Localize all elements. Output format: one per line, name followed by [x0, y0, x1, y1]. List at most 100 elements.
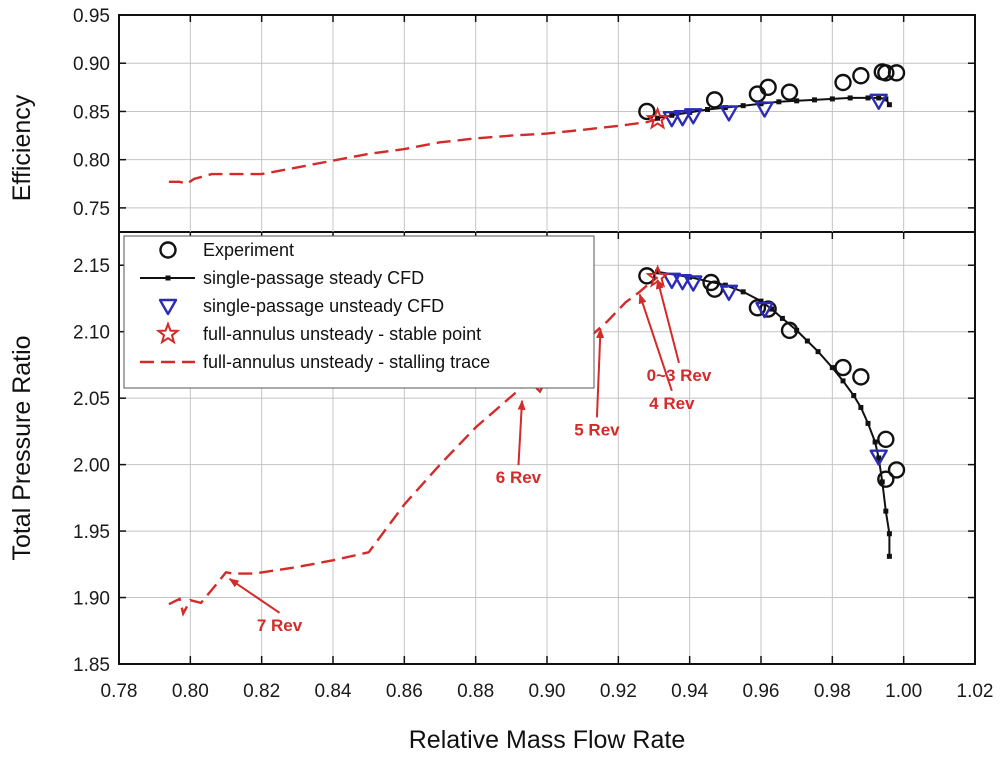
pressure-experiment-point [748, 299, 767, 317]
legend-box [123, 235, 595, 389]
pressure-experiment-point [834, 358, 852, 377]
pressure-experiment-point [887, 461, 906, 479]
pressure-steady-point [840, 378, 846, 384]
efficiency-steady-point [669, 112, 675, 118]
pressure-unsteady-point [719, 284, 739, 302]
y-tick-label: 0.90 [73, 54, 110, 75]
efficiency-experiment-point [780, 83, 799, 101]
pressure-steady-point [655, 269, 661, 275]
legend-label: single-passage steady CFD [203, 268, 424, 288]
pressure-steady-point [872, 439, 878, 445]
pressure-experiment-point [852, 368, 870, 386]
annotation-label: 6 Rev [496, 468, 542, 487]
pressure-experiment-point [877, 470, 895, 488]
annotation-label: 0~3 Rev [647, 366, 712, 385]
y-tick-label: 1.95 [73, 522, 110, 543]
pressure-experiment-point [780, 321, 799, 340]
pressure-steady-point [865, 420, 871, 426]
pressure-experiment-point [638, 267, 656, 285]
y-tick-label: 0.95 [73, 6, 110, 27]
x-tick-label: 1.02 [957, 681, 994, 702]
pressure-unsteady-point [662, 272, 682, 290]
y-axis-title-efficiency: Efficiency [8, 94, 36, 201]
pressure-unsteady-point [755, 301, 774, 319]
x-tick-label: 0.88 [457, 681, 494, 702]
efficiency-unsteady-point [755, 101, 774, 118]
annotation-label: 5 Rev [574, 420, 620, 439]
x-tick-label: 0.96 [743, 681, 780, 702]
efficiency-steady-point [876, 95, 882, 101]
x-tick-label: 1.00 [885, 681, 922, 702]
axis-layer: 0.78 0.80 0.82 0.84 0.86 0.88 0.90 0.92 0.94 0.96… [73, 6, 993, 702]
annotation-label: 4 Rev [649, 394, 695, 413]
x-tick-label: 0.98 [814, 681, 851, 702]
x-tick-label: 0.90 [529, 681, 566, 702]
y-tick-label: 2.15 [73, 256, 110, 277]
pressure-stalling-line [168, 276, 659, 617]
efficiency-experiment-point [852, 67, 870, 85]
pressure-steady-point [858, 404, 864, 410]
efficiency-steady-point [886, 102, 892, 108]
pressure-steady-point [740, 289, 746, 295]
annotation-arrow [638, 293, 673, 392]
x-tick-label: 0.92 [600, 681, 637, 702]
efficiency-stalling-line [168, 118, 658, 186]
legend-swatch [165, 275, 171, 281]
efficiency-unsteady-point [869, 93, 888, 111]
efficiency-experiment-point [834, 73, 852, 92]
efficiency-experiment-point [887, 64, 906, 82]
pressure-experiment-point [877, 430, 895, 449]
pressure-steady-point [804, 338, 810, 344]
efficiency-steady-point [740, 103, 746, 109]
legend-label: full-annulus unsteady - stalling trace [203, 352, 490, 372]
pressure-steady-point [769, 306, 775, 312]
pressure-steady-point [886, 531, 892, 537]
y-tick-label: 2.10 [73, 323, 110, 344]
y-tick-label: 2.00 [73, 456, 110, 477]
y-tick-label: 0.85 [73, 102, 110, 123]
y-tick-label: 1.85 [73, 655, 110, 676]
pressure-steady-point [883, 508, 889, 514]
y-tick-label: 0.80 [73, 151, 110, 172]
efficiency-experiment-point [705, 91, 724, 109]
pressure-steady-point [879, 479, 885, 485]
efficiency-experiment-point [759, 78, 777, 97]
y-tick-label: 0.75 [73, 199, 110, 220]
x-tick-label: 0.86 [386, 681, 423, 702]
pressure-steady-point [851, 392, 857, 398]
x-tick-label: 0.82 [243, 681, 280, 702]
legend-swatch [158, 298, 178, 316]
efficiency-steady-point [847, 95, 853, 101]
efficiency-steady-point [776, 99, 782, 105]
legend: Experiment single-passage steady CFD singl… [123, 235, 595, 389]
legend-swatch [155, 321, 181, 345]
annotation-arrow [655, 278, 680, 364]
x-axis-title: Relative Mass Flow Rate [409, 726, 685, 754]
legend-label: Experiment [203, 240, 294, 260]
pressure-steady-point [779, 315, 785, 321]
data-layer [168, 63, 906, 617]
legend-label: single-passage unsteady CFD [203, 296, 444, 316]
annotation-arrow [228, 578, 281, 614]
efficiency-steady-point [865, 95, 871, 101]
annotation-label: 7 Rev [257, 616, 303, 635]
x-tick-label: 0.94 [671, 681, 708, 702]
efficiency-unsteady-point [719, 105, 739, 122]
efficiency-steady-point [705, 107, 710, 113]
efficiency-unsteady-point [684, 108, 703, 125]
efficiency-steady-point [655, 115, 661, 121]
efficiency-steady-point [794, 98, 800, 104]
pressure-unsteady-point [673, 273, 692, 291]
annotation-layer: 0~3 Rev 4 Rev 5 Rev 6 Rev 7 Rev [228, 278, 712, 635]
legend-swatch [159, 241, 177, 259]
annotation-arrow [595, 328, 605, 418]
y-tick-label: 1.90 [73, 589, 110, 610]
y-axis-title-pressure: Total Pressure Ratio [8, 335, 36, 560]
pressure-steady-point [815, 349, 821, 355]
pressure-steady-point [876, 455, 882, 461]
pressure-steady-point [829, 365, 835, 371]
x-tick-label: 0.78 [101, 681, 138, 702]
pressure-unsteady-point [869, 449, 888, 466]
